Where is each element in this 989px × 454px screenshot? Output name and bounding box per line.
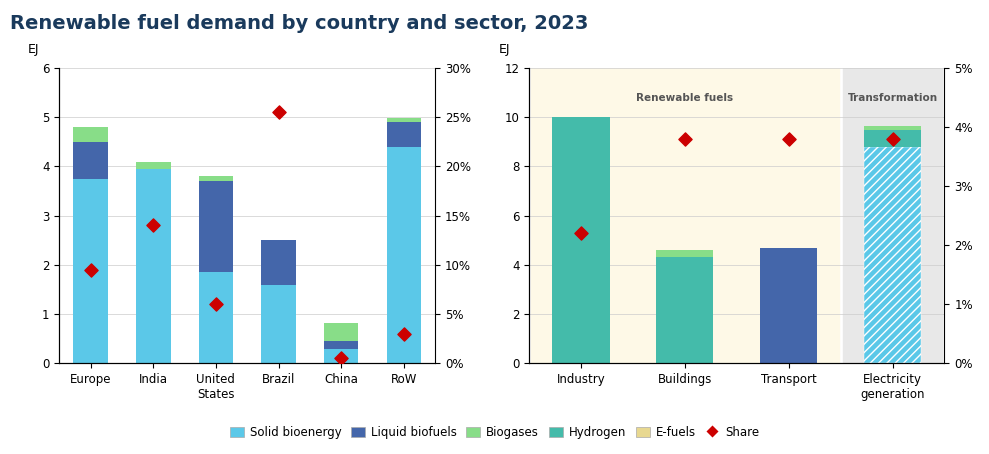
Bar <box>199 272 233 363</box>
Y-axis label: EJ: EJ <box>28 43 39 56</box>
Bar <box>761 247 817 363</box>
Point <box>396 330 411 337</box>
Text: Renewable fuel demand by country and sector, 2023: Renewable fuel demand by country and sec… <box>10 14 588 33</box>
Y-axis label: EJ: EJ <box>498 43 510 56</box>
Point <box>677 135 693 143</box>
Bar <box>324 340 358 350</box>
Bar <box>199 176 233 181</box>
Point <box>885 135 901 143</box>
Bar <box>657 250 713 257</box>
Bar <box>843 68 943 363</box>
Bar <box>261 285 296 363</box>
Bar <box>324 350 358 363</box>
Bar <box>387 122 421 147</box>
Bar <box>261 240 296 285</box>
Bar <box>531 68 839 363</box>
Point <box>83 266 99 273</box>
Bar <box>657 257 713 363</box>
Point <box>333 355 349 362</box>
Bar <box>864 126 921 129</box>
Point <box>271 109 287 116</box>
Bar <box>73 127 108 142</box>
Point <box>208 301 224 308</box>
Bar <box>136 169 170 363</box>
Bar <box>387 147 421 363</box>
Bar <box>199 181 233 272</box>
Point <box>574 230 589 237</box>
Bar <box>324 323 358 340</box>
Bar <box>864 129 921 147</box>
Text: Transformation: Transformation <box>848 93 938 103</box>
Bar <box>553 117 609 363</box>
Point <box>781 135 797 143</box>
Bar <box>864 147 921 363</box>
Bar <box>73 179 108 363</box>
Bar <box>136 162 170 169</box>
Bar <box>387 118 421 122</box>
Legend: Solid bioenergy, Liquid biofuels, Biogases, Hydrogen, E-fuels, Share: Solid bioenergy, Liquid biofuels, Biogas… <box>225 421 764 444</box>
Bar <box>73 142 108 179</box>
Point <box>145 222 161 229</box>
Text: Renewable fuels: Renewable fuels <box>636 93 734 103</box>
